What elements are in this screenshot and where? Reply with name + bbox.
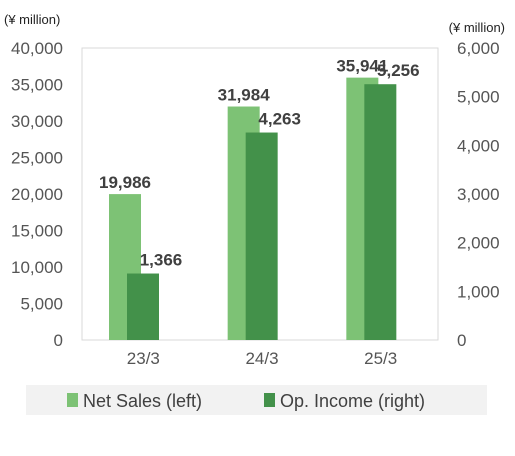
legend-label-op-income: Op. Income (right) [280, 391, 425, 411]
right-tick-label: 5,000 [457, 88, 500, 107]
right-tick-label: 2,000 [457, 234, 500, 253]
legend-label-net-sales: Net Sales (left) [83, 391, 202, 411]
op-income-bar [127, 273, 159, 340]
x-tick-label: 24/3 [245, 349, 278, 368]
right-axis-unit: (¥ million) [449, 20, 505, 35]
left-tick-label: 10,000 [11, 258, 63, 277]
op-income-data-label: 1,366 [140, 251, 183, 270]
x-axis-ticks: 23/3 24/3 25/3 [127, 349, 397, 368]
legend-background [26, 385, 487, 415]
left-tick-label: 30,000 [11, 112, 63, 131]
left-axis-ticks: 0 5,000 10,000 15,000 20,000 25,000 30,000 35,0… [11, 39, 63, 350]
right-axis-ticks: 0 1,000 2,000 3,000 4,000 5,000 6,000 [457, 39, 500, 350]
bars-group [109, 77, 397, 340]
right-tick-label: 6,000 [457, 39, 500, 58]
x-tick-label: 23/3 [127, 349, 160, 368]
net-sales-data-label: 31,984 [218, 86, 271, 105]
left-tick-label: 35,000 [11, 76, 63, 95]
right-tick-label: 1,000 [457, 282, 500, 301]
legend-swatch-net-sales [67, 393, 78, 407]
legend-swatch-op-income [264, 393, 275, 407]
left-tick-label: 40,000 [11, 39, 63, 58]
legend: Net Sales (left) Op. Income (right) [26, 385, 487, 415]
op-income-bar [364, 84, 397, 340]
left-tick-label: 25,000 [11, 149, 63, 168]
net-sales-data-label: 35,941 [336, 57, 388, 76]
op-income-bar [245, 132, 278, 340]
right-tick-label: 0 [457, 331, 466, 350]
data-labels-group: 19,986 31,984 35,941 1,366 4,263 5,256 [99, 57, 420, 270]
left-tick-label: 20,000 [11, 185, 63, 204]
x-tick-label: 25/3 [364, 349, 397, 368]
right-tick-label: 3,000 [457, 185, 500, 204]
op-income-data-label: 4,263 [258, 110, 301, 129]
left-tick-label: 5,000 [20, 295, 63, 314]
left-tick-label: 0 [54, 331, 63, 350]
left-tick-label: 15,000 [11, 222, 63, 241]
op-income-data-label: 5,256 [377, 61, 420, 80]
left-axis-unit: (¥ million) [4, 12, 60, 27]
net-sales-data-label: 19,986 [99, 173, 151, 192]
right-tick-label: 4,000 [457, 136, 500, 155]
